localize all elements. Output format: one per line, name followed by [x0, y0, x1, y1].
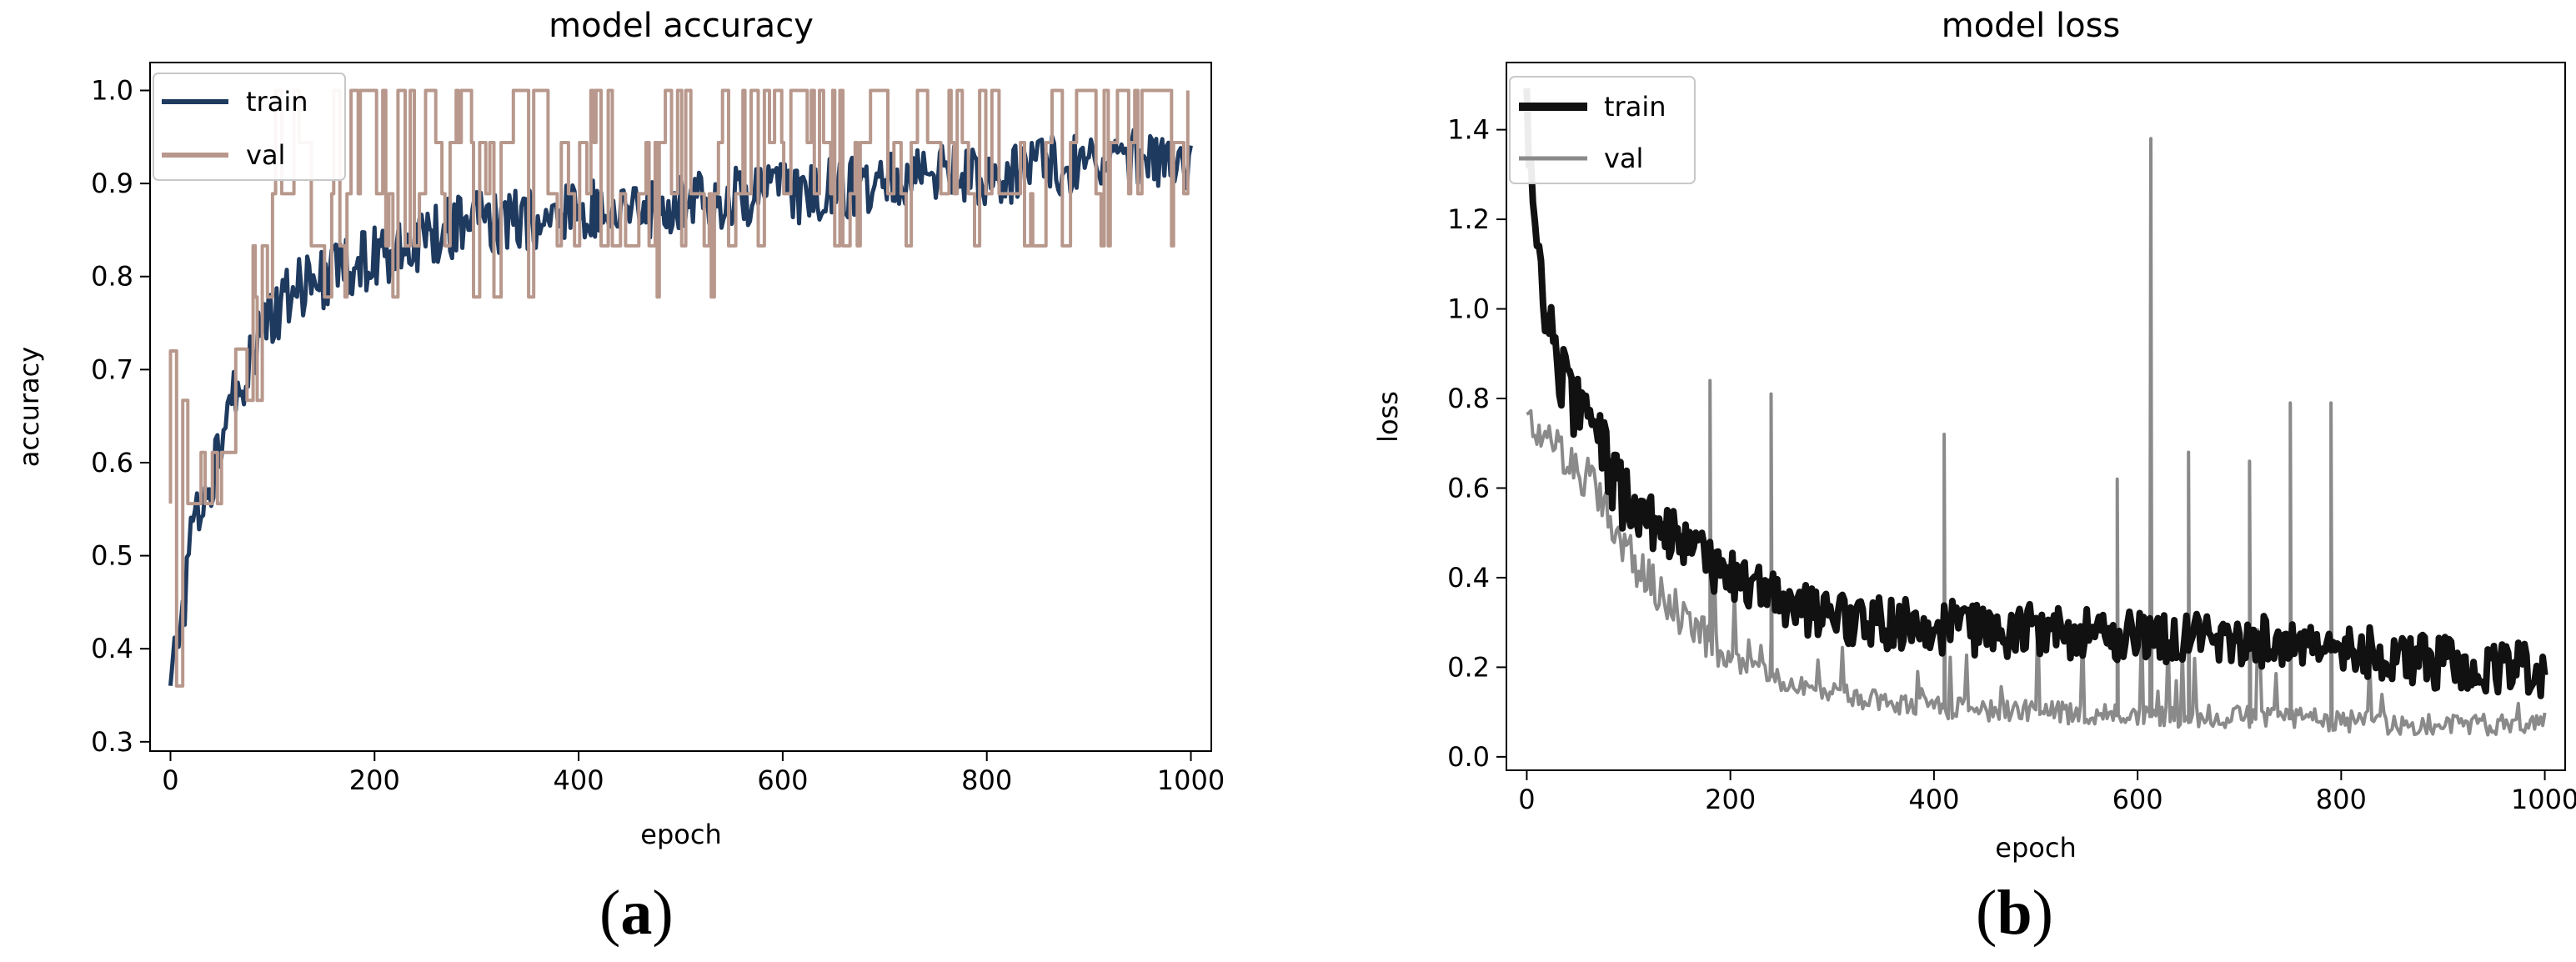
loss-y-tick-label: 1.2 — [1447, 203, 1490, 235]
accuracy-chart-title: model accuracy — [549, 7, 814, 45]
loss-legend-val-label: val — [1604, 143, 1643, 174]
loss-y-ticks: 0.0 0.2 0.4 0.6 0.8 1.0 1.2 1.4 — [1447, 114, 1506, 773]
accuracy-x-tick-label: 0 — [162, 764, 178, 796]
loss-x-tick-label: 600 — [2112, 784, 2163, 815]
loss-chart-title: model loss — [1942, 7, 2121, 45]
accuracy-y-ticks: 0.3 0.4 0.5 0.6 0.7 0.8 0.9 1.0 — [91, 74, 150, 758]
loss-y-tick-label: 1.4 — [1447, 114, 1490, 146]
panel-label-a: (a) — [599, 878, 674, 948]
accuracy-y-tick-label: 1.0 — [91, 74, 133, 106]
loss-legend-train-label: train — [1604, 91, 1666, 123]
accuracy-x-tick-label: 800 — [961, 764, 1012, 796]
loss-y-tick-label: 0.8 — [1447, 383, 1490, 414]
loss-x-tick-label: 0 — [1518, 784, 1535, 815]
loss-chart: model loss 0 200 400 600 800 1000 0.00.20.40.… — [1372, 7, 2576, 864]
loss-x-tick-label: 400 — [1908, 784, 1959, 815]
loss-series-val — [1526, 137, 2547, 737]
panel-label-b: (b) — [1976, 878, 2053, 948]
accuracy-x-tick-label: 1000 — [1157, 764, 1225, 796]
loss-y-tick-label: 0.6 — [1447, 472, 1490, 504]
accuracy-x-tick-label: 400 — [554, 764, 604, 796]
accuracy-x-ticks: 0 200 400 600 800 1000 — [162, 751, 1225, 796]
accuracy-x-tick-label: 600 — [757, 764, 808, 796]
accuracy-legend: train val — [153, 73, 346, 181]
loss-x-tick-label: 800 — [2316, 784, 2367, 815]
loss-y-tick-label: 0.2 — [1447, 651, 1490, 683]
loss-legend: train val — [1509, 76, 1696, 184]
accuracy-y-tick-label: 0.8 — [91, 261, 133, 293]
loss-series-train — [1523, 88, 2548, 699]
accuracy-legend-val-label: val — [246, 139, 285, 171]
accuracy-series-val — [168, 88, 1190, 688]
loss-series-group — [1523, 88, 2548, 737]
loss-series-clip — [1523, 88, 2548, 737]
loss-x-ticks: 0 200 400 600 800 1000 — [1518, 770, 2576, 815]
loss-x-tick-label: 200 — [1705, 784, 1756, 815]
loss-y-tick-label: 1.0 — [1447, 293, 1490, 325]
accuracy-y-tick-label: 0.7 — [91, 353, 133, 385]
loss-x-tick-label: 1000 — [2511, 784, 2576, 815]
accuracy-y-tick-label: 0.5 — [91, 540, 133, 572]
loss-y-tick-label: 0.4 — [1447, 562, 1490, 594]
accuracy-series-clip — [168, 88, 1193, 688]
accuracy-legend-train-label: train — [246, 86, 308, 118]
accuracy-x-tick-label: 200 — [349, 764, 400, 796]
accuracy-series-group — [168, 88, 1193, 688]
accuracy-y-axis-label: accuracy — [13, 347, 45, 467]
accuracy-plot-frame — [149, 62, 1212, 752]
accuracy-y-tick-label: 0.9 — [91, 168, 133, 199]
loss-x-axis-label: epoch — [1995, 832, 2076, 864]
loss-legend-box — [1509, 76, 1696, 184]
loss-y-tick-label: 0.0 — [1447, 741, 1490, 773]
accuracy-y-tick-label: 0.4 — [91, 633, 133, 664]
loss-plot-frame — [1506, 62, 2566, 771]
accuracy-y-tick-label: 0.3 — [91, 726, 133, 758]
accuracy-chart: model accuracy 0 200 400 600 800 1000 0.30.40… — [13, 7, 1225, 850]
accuracy-x-axis-label: epoch — [640, 819, 721, 850]
loss-y-axis-label: loss — [1372, 391, 1404, 443]
accuracy-y-tick-label: 0.6 — [91, 447, 133, 478]
